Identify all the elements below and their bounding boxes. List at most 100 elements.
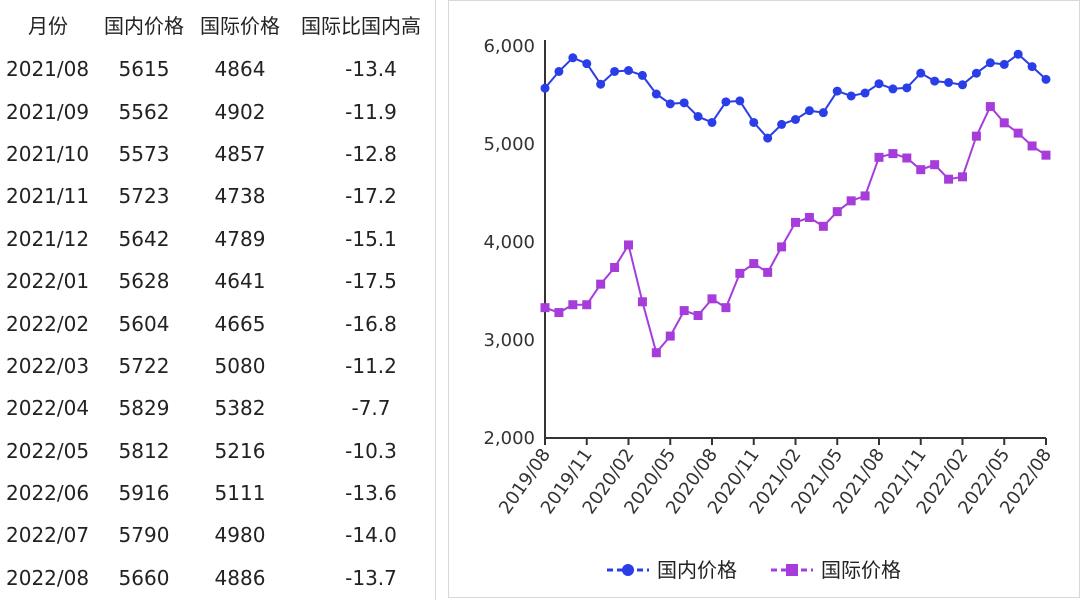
cell-domestic-price: 5829 (118, 396, 170, 421)
cell-month: 2022/02 (6, 311, 90, 336)
data-point-international (610, 262, 620, 272)
cell-month: 2021/08 (6, 57, 90, 82)
data-point-domestic (930, 76, 940, 86)
data-point-domestic (916, 68, 926, 78)
cell-diff-percent: -12.8 (345, 141, 397, 166)
data-point-international (985, 102, 995, 112)
data-point-international (930, 160, 940, 170)
data-point-international (763, 267, 773, 277)
data-point-domestic (791, 115, 800, 124)
table-header-row: 月份 国内价格 国际价格 国际比国内高 (0, 0, 434, 48)
cell-international-price: 4789 (214, 226, 266, 251)
cell-month: 2022/03 (6, 353, 90, 378)
cell-month: 2021/12 (6, 226, 90, 251)
data-point-domestic (651, 89, 661, 99)
data-point-international (624, 240, 633, 250)
legend-circle-icon (622, 564, 634, 576)
cell-month: 2022/05 (6, 438, 90, 463)
price-table-panel: 月份 国内价格 国际价格 国际比国内高 2021/08 5615 4864 -13.4… (0, 0, 436, 600)
table-row: 2021/12 5642 4789 -15.1 (0, 218, 434, 260)
data-point-domestic (554, 66, 564, 76)
data-point-domestic (985, 58, 995, 68)
data-point-international (818, 221, 828, 231)
cell-international-price: 5216 (214, 438, 266, 463)
cell-international-price: 5080 (214, 353, 266, 378)
series-line-international (544, 104, 1047, 355)
data-point-domestic (679, 98, 689, 108)
data-point-domestic (665, 99, 675, 109)
cell-domestic-price: 5642 (118, 226, 170, 251)
data-point-domestic (804, 106, 814, 116)
data-point-international (568, 300, 578, 310)
data-point-domestic (832, 86, 842, 96)
header-international-vs-domestic: 国际比国内高 (301, 13, 421, 38)
table-row: 2021/10 5573 4857 -12.8 (0, 133, 434, 175)
cell-diff-percent: -14.0 (345, 523, 397, 548)
cell-domestic-price: 5628 (118, 269, 170, 294)
cell-international-price: 4886 (214, 565, 266, 590)
cell-domestic-price: 5615 (118, 57, 170, 82)
data-point-domestic (874, 79, 884, 89)
data-point-international (777, 242, 787, 252)
cell-domestic-price: 5573 (118, 141, 170, 166)
cell-international-price: 4902 (214, 99, 266, 124)
data-point-domestic (999, 59, 1009, 69)
legend-label: 国际价格 (821, 558, 901, 582)
cell-diff-percent: -7.7 (351, 396, 391, 421)
data-point-international (902, 153, 912, 163)
data-point-international (693, 311, 703, 320)
data-point-domestic (721, 97, 731, 107)
data-point-international (846, 196, 856, 206)
table-row: 2021/11 5723 4738 -17.2 (0, 175, 434, 217)
data-point-international (971, 131, 981, 141)
cell-domestic-price: 5790 (118, 523, 170, 548)
data-point-domestic (582, 59, 592, 69)
cell-international-price: 4857 (214, 141, 266, 166)
cell-diff-percent: -10.3 (345, 438, 397, 463)
cell-month: 2021/11 (6, 184, 90, 209)
table-row: 2021/08 5615 4864 -13.4 (0, 48, 434, 90)
data-point-domestic (958, 80, 967, 90)
legend-label: 国内价格 (657, 558, 737, 582)
table-row: 2022/06 5916 5111 -13.6 (0, 472, 434, 514)
data-point-international (916, 165, 926, 175)
series-line-domestic (544, 52, 1047, 140)
data-point-domestic (624, 66, 633, 75)
cell-month: 2022/01 (6, 269, 90, 294)
cell-diff-percent: -16.8 (345, 311, 397, 336)
data-point-international (1041, 150, 1051, 160)
data-point-international (679, 306, 689, 316)
cell-domestic-price: 5722 (118, 353, 170, 378)
table-row: 2022/05 5812 5216 -10.3 (0, 430, 434, 472)
data-point-domestic (763, 133, 773, 143)
y-tick-label: 6,000 (483, 36, 535, 57)
cell-domestic-price: 5723 (118, 184, 170, 209)
cell-month: 2022/08 (6, 565, 90, 590)
table-row: 2022/03 5722 5080 -11.2 (0, 345, 434, 387)
data-point-international (582, 300, 592, 310)
cell-month: 2022/07 (6, 523, 90, 548)
data-point-international (540, 303, 550, 313)
cell-domestic-price: 5916 (118, 481, 170, 506)
table-body: 2021/08 5615 4864 -13.4 2021/09 5562 4902 -11.9… (0, 48, 434, 599)
header-domestic-price: 国内价格 (104, 13, 184, 38)
data-point-international (791, 217, 800, 227)
cell-diff-percent: -11.9 (345, 99, 397, 124)
table-row: 2022/02 5604 4665 -16.8 (0, 302, 434, 344)
data-point-international (749, 259, 759, 269)
data-point-international (1027, 141, 1037, 151)
table-row: 2022/08 5660 4886 -13.7 (0, 557, 434, 599)
table-row: 2022/01 5628 4641 -17.5 (0, 260, 434, 302)
cell-international-price: 4864 (214, 57, 266, 82)
data-point-international (707, 294, 717, 304)
data-point-international (999, 118, 1009, 128)
data-point-international (874, 152, 884, 162)
data-point-domestic (860, 88, 870, 98)
data-point-international (958, 172, 967, 182)
data-point-international (554, 308, 564, 318)
y-tick-label: 2,000 (483, 428, 535, 449)
cell-international-price: 4665 (214, 311, 266, 336)
table-row: 2021/09 5562 4902 -11.9 (0, 90, 434, 132)
cell-domestic-price: 5660 (118, 565, 170, 590)
cell-diff-percent: -11.2 (345, 353, 397, 378)
